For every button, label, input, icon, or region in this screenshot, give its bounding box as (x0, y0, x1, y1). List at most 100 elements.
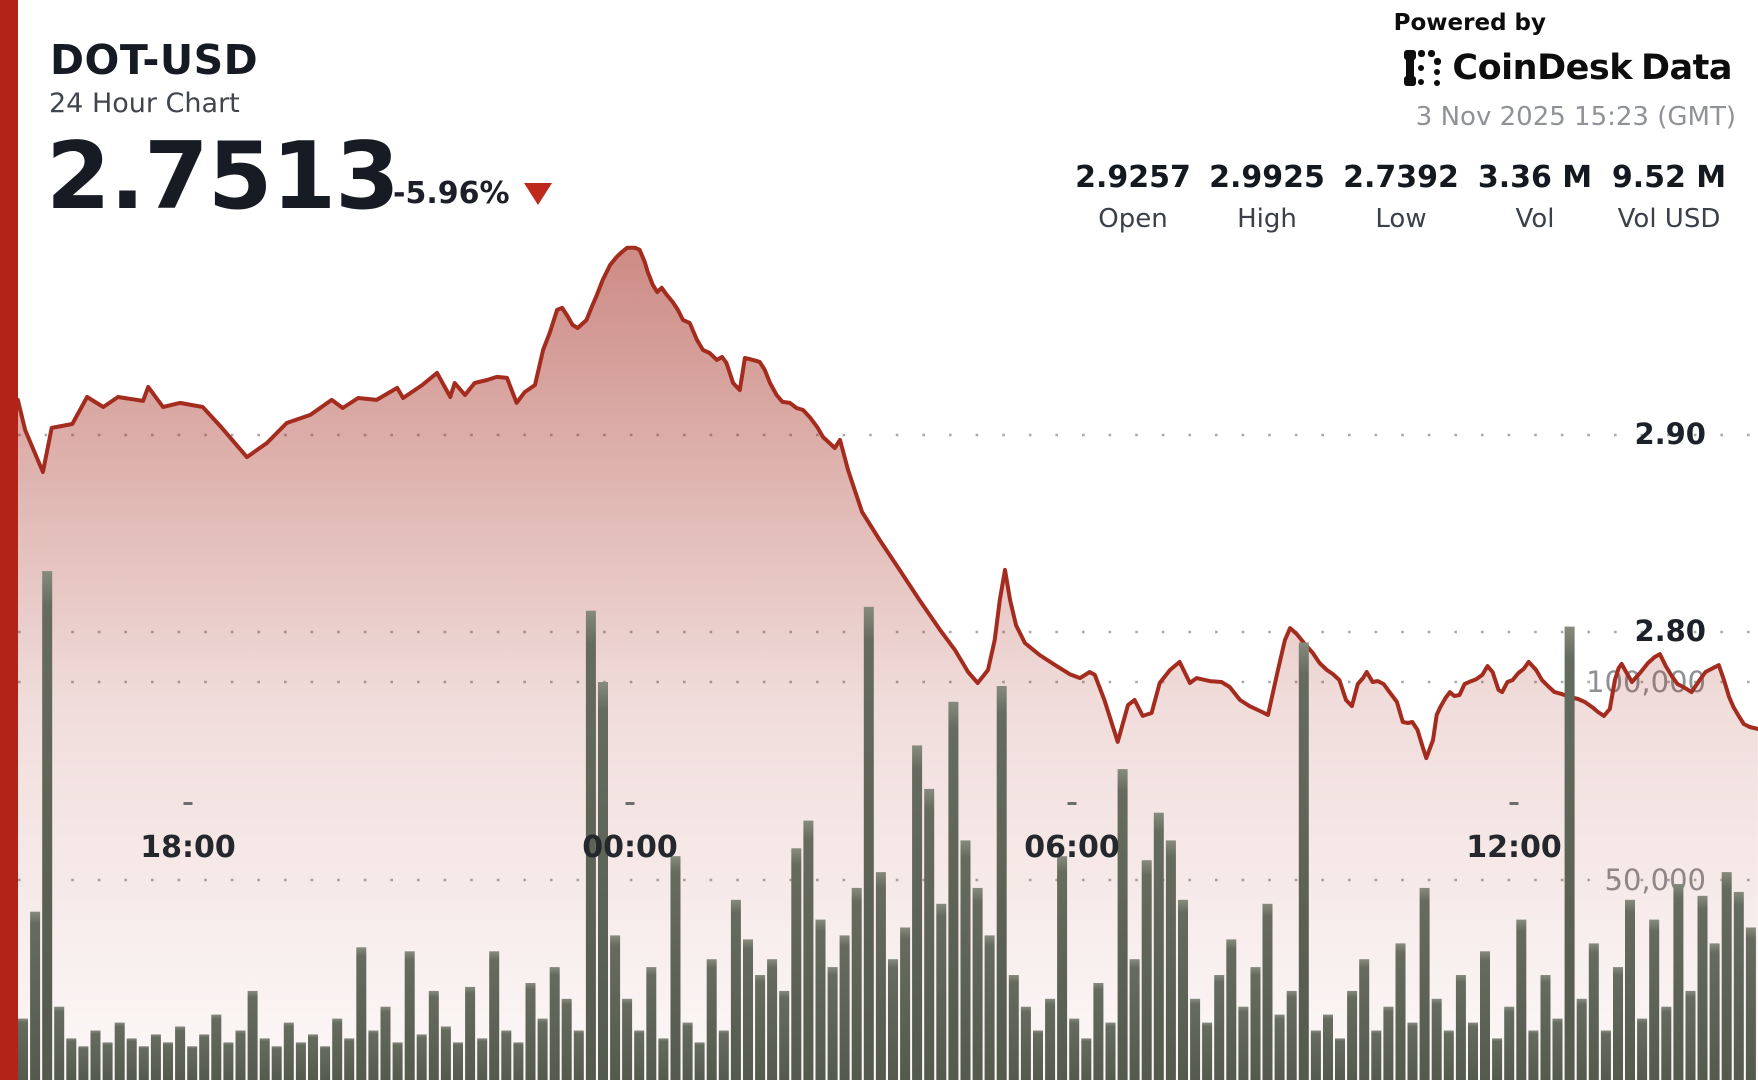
volume-bar (465, 986, 476, 1080)
volume-bar (585, 610, 596, 1080)
volume-bar (42, 571, 53, 1080)
volume-bar (404, 951, 415, 1080)
volume-bar (1407, 1022, 1418, 1080)
volume-bar (1576, 998, 1587, 1080)
volume-bar (356, 947, 367, 1080)
stat-low: 2.7392 Low (1334, 160, 1468, 234)
volume-bar (1480, 951, 1490, 1080)
volume-bar (730, 899, 741, 1080)
volume-bar (211, 1014, 222, 1080)
price-area-fill (17, 247, 1758, 1080)
stats-row: 2.9257 Open 2.9925 High 2.7392 Low 3.36 … (1066, 160, 1736, 234)
volume-bar (1673, 884, 1684, 1080)
volume-bar (513, 1042, 524, 1080)
volume-bar (199, 1034, 210, 1080)
volume-bar (1661, 1006, 1672, 1080)
volume-bar (1069, 1018, 1080, 1080)
volume-bar (1323, 1014, 1333, 1080)
volume-bar (1492, 1038, 1503, 1080)
volume-bar (235, 1030, 246, 1080)
volume-bar (1190, 998, 1201, 1080)
price-change-percent: -5.96% (393, 176, 510, 211)
stat-high-value: 2.9925 (1209, 160, 1325, 195)
volume-bar (78, 1046, 89, 1080)
volume-bar (1588, 943, 1599, 1080)
volume-bar (984, 935, 995, 1080)
page-title-symbol: DOT-USD (50, 36, 259, 84)
volume-bar (1347, 990, 1358, 1080)
volume-bar (755, 975, 766, 1080)
volume-bar (1262, 903, 1273, 1080)
volume-bar (1202, 1022, 1213, 1080)
volume-bar (1745, 927, 1756, 1080)
volume-bar (1443, 1030, 1454, 1080)
volume-bar (477, 1038, 488, 1080)
volume-bar (888, 959, 898, 1080)
volume-bar (416, 1034, 427, 1080)
volume-bar (863, 606, 874, 1080)
volume-bar (1709, 943, 1720, 1080)
volume-bar (1613, 967, 1623, 1080)
volume-bar (658, 1038, 669, 1080)
volume-bar (549, 967, 560, 1080)
stat-open-label: Open (1098, 204, 1168, 234)
volume-bar (573, 1030, 584, 1080)
volume-bar (622, 998, 633, 1080)
volume-bar (1600, 1030, 1611, 1080)
volume-bar (815, 919, 826, 1080)
volume-bar (1238, 1006, 1249, 1080)
volume-bar (537, 1018, 548, 1080)
volume-bar (1516, 919, 1527, 1080)
last-price: 2.7513 (46, 122, 400, 230)
left-accent-bar (0, 0, 18, 1080)
volume-bar (646, 967, 657, 1080)
volume-bar (1093, 983, 1104, 1080)
volume-bar (948, 701, 959, 1080)
stat-low-label: Low (1375, 204, 1427, 234)
volume-bar (1625, 899, 1635, 1080)
volume-bar (1153, 812, 1164, 1080)
volume-bar (1214, 975, 1225, 1080)
volume-bar (875, 872, 886, 1080)
volume-bar (1141, 860, 1152, 1080)
volume-bar (320, 1046, 331, 1080)
volume-bar (54, 1006, 65, 1080)
volume-bar (1335, 1038, 1345, 1080)
volume-bar (694, 1042, 705, 1080)
volume-bar (332, 1018, 343, 1080)
chart-timestamp: 3 Nov 2025 15:23 (GMT) (1415, 102, 1736, 132)
volume-bar (924, 788, 935, 1080)
coindesk-brand[interactable]: CoinDesk Data (1404, 48, 1733, 88)
volume-bar (138, 1046, 149, 1080)
price-line (15, 245, 1758, 761)
down-triangle-icon (523, 182, 552, 205)
volume-bar (428, 990, 439, 1080)
volume-bar (308, 1034, 318, 1080)
volume-bar (839, 935, 850, 1080)
stat-vol-value: 3.36 M (1477, 160, 1593, 195)
volume-bar (501, 1030, 512, 1080)
volume-bar (960, 840, 971, 1080)
volume-bar (670, 856, 681, 1080)
volume-bar (1540, 975, 1551, 1080)
brand-wordmark: CoinDesk Data (1452, 48, 1732, 88)
volume-bar (1033, 1030, 1043, 1080)
stat-low-value: 2.7392 (1343, 160, 1459, 195)
volume-bar (295, 1042, 306, 1080)
volume-bar (1105, 1022, 1116, 1080)
volume-bar (1371, 1030, 1382, 1080)
stat-open: 2.9257 Open (1066, 160, 1200, 234)
volume-bar (598, 682, 608, 1080)
volume-bar (1564, 626, 1575, 1080)
volume-bar (779, 990, 790, 1080)
volume-bar (1165, 840, 1176, 1080)
volume-bar (344, 1038, 355, 1080)
volume-bar (1274, 1014, 1285, 1080)
volume-bar (187, 1046, 198, 1080)
stat-vol: 3.36 M Vol (1468, 160, 1602, 234)
volume-bar (525, 983, 536, 1080)
volume-bar (259, 1038, 270, 1080)
volume-bar (126, 1038, 137, 1080)
volume-bar (1057, 856, 1068, 1080)
